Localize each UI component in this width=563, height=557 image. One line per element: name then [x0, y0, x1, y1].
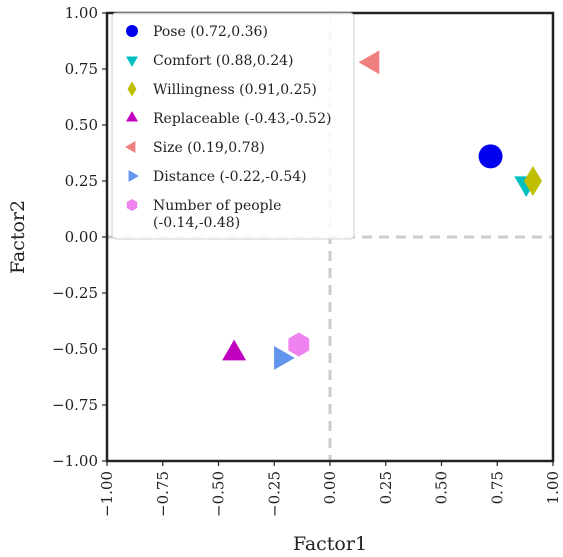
data-point-5: [274, 346, 295, 370]
legend-marker-1: [126, 56, 138, 67]
x-tick-label: −0.75: [154, 471, 172, 517]
x-axis-ticks: −1.00 −0.75 −0.50 −0.25 0.00 0.25 0.50 0.75 1.00: [98, 461, 562, 517]
legend-label: Willingness (0.91,0.25): [153, 82, 317, 98]
y-axis-title: Factor2: [7, 200, 29, 274]
legend-label: Comfort (0.88,0.24): [153, 53, 294, 69]
legend-label: Replaceable (-0.43,-0.52): [153, 111, 331, 127]
legend-label: Size (0.19,0.78): [153, 140, 265, 156]
x-tick-label: 1.00: [544, 471, 562, 504]
x-tick-label: 0.50: [433, 471, 451, 504]
x-tick-label: −0.50: [210, 471, 228, 517]
y-axis-ticks: −1.00 −0.75 −0.50 −0.25 0.00 0.25 0.50 0.75 1.00: [52, 4, 107, 470]
x-tick-label: 0.00: [321, 471, 339, 504]
x-tick-label: 0.75: [488, 471, 506, 504]
data-point-4: [358, 50, 380, 75]
y-tick-label: −0.50: [52, 340, 98, 358]
x-tick-label: 0.25: [377, 471, 395, 504]
legend-marker-4: [125, 141, 136, 153]
legend-box: [111, 12, 355, 240]
legend-marker-6: [126, 199, 138, 211]
data-point-3: [222, 339, 247, 361]
y-tick-label: 0.50: [65, 116, 98, 134]
data-point-0: [478, 144, 503, 169]
legend-marker-3: [126, 111, 138, 122]
x-axis-title: Factor1: [293, 533, 367, 555]
data-point-6: [288, 332, 310, 357]
y-tick-label: −0.25: [52, 284, 98, 302]
legend-label: Distance (-0.22,-0.54): [153, 169, 307, 185]
legend-label: Pose (0.72,0.36): [153, 24, 268, 40]
legend-label: Number of people (-0.14,-0.48): [153, 198, 281, 231]
y-tick-label: 0.00: [65, 228, 98, 246]
data-points: [222, 50, 542, 370]
legend-marker-0: [126, 25, 138, 37]
y-tick-label: 0.25: [65, 172, 98, 190]
y-tick-label: −0.75: [52, 396, 98, 414]
legend: Pose (0.72,0.36) Comfort (0.88,0.24) Willi…: [111, 12, 355, 240]
y-tick-label: 1.00: [65, 4, 98, 22]
legend-marker-2: [127, 81, 137, 97]
y-tick-label: 0.75: [65, 60, 98, 78]
x-tick-label: −0.25: [265, 471, 283, 517]
data-point-2: [523, 166, 542, 196]
legend-marker-5: [128, 170, 139, 182]
x-tick-label: −1.00: [98, 471, 116, 517]
y-tick-label: −1.00: [52, 452, 98, 470]
